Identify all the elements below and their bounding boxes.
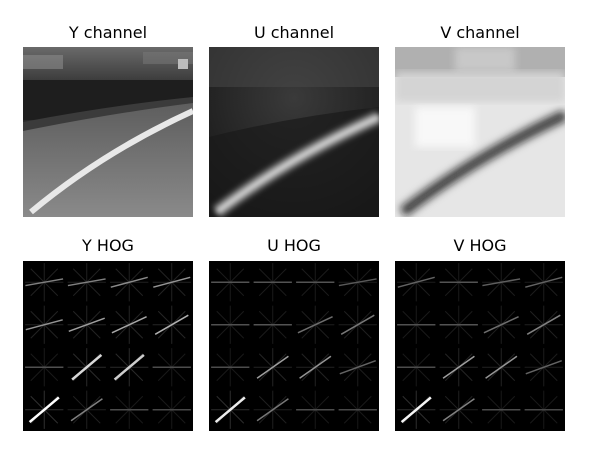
y-hog-svg <box>23 261 193 431</box>
title-v-channel: V channel <box>440 23 520 42</box>
u-hog-image <box>209 261 379 431</box>
title-y-channel: Y channel <box>68 23 148 42</box>
title-v-hog: V HOG <box>453 236 507 255</box>
u-channel-image <box>209 47 379 217</box>
v-hog-image <box>395 261 565 431</box>
u-hog-svg <box>209 261 379 431</box>
v-channel-image <box>395 47 565 217</box>
title-u-channel: U channel <box>253 23 335 42</box>
title-y-hog: Y HOG <box>82 236 134 255</box>
v-hog-svg <box>395 261 565 431</box>
y-hog-image <box>23 261 193 431</box>
title-u-hog: U HOG <box>267 236 321 255</box>
y-channel-image <box>23 47 193 217</box>
